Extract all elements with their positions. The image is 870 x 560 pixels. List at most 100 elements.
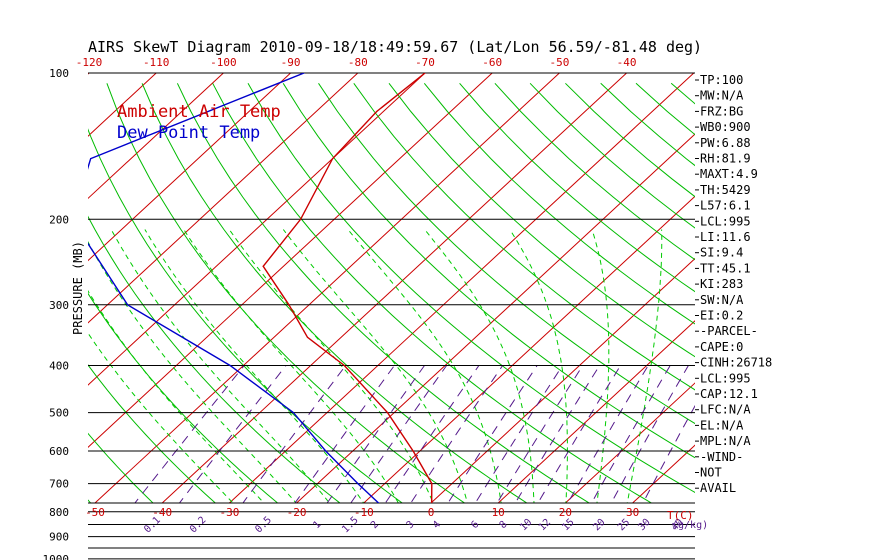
- dry-adiabat-line: [212, 83, 653, 503]
- stat-item: CAP:12.1: [700, 387, 758, 401]
- series-point: [262, 265, 264, 267]
- mixing-ratio-tick-label: 0.5: [253, 515, 274, 536]
- series-point: [90, 157, 92, 160]
- stat-item: SW:N/A: [700, 293, 744, 307]
- stat-item: KI:283: [700, 277, 743, 291]
- mixing-ratio-tick-label: 4: [431, 519, 443, 531]
- isotherm-line: [0, 73, 22, 503]
- mixing-ratio-line: [447, 365, 538, 503]
- moist-adiabat-line: [144, 229, 365, 503]
- isotherm-line: [88, 73, 359, 324]
- stat-item: L57:6.1: [700, 199, 751, 213]
- pressure-tick-label: 500: [49, 407, 69, 420]
- mixing-ratio-line: [496, 365, 584, 503]
- isotherm-line: [767, 73, 870, 503]
- stat-item: NOT: [700, 466, 722, 480]
- temp-tick-top-label: -110: [143, 56, 170, 69]
- temp-tick-bottom-label: -40: [152, 506, 172, 519]
- pressure-tick-label: 400: [49, 360, 69, 373]
- sounding-series: [88, 73, 433, 503]
- stat-item: MPL:N/A: [700, 434, 751, 448]
- stat-item: MW:N/A: [700, 89, 744, 103]
- stat-item: CAPE:0: [700, 340, 743, 354]
- temp-tick-top-label: -60: [482, 56, 502, 69]
- stat-item: AVAIL: [700, 481, 736, 495]
- moist-adiabat-line: [88, 332, 234, 503]
- series-point: [229, 364, 231, 367]
- stat-item: PW:6.88: [700, 136, 751, 150]
- moist-adiabat-line: [424, 229, 535, 503]
- dry-adiabat-line: [459, 82, 695, 293]
- mixing-ratio-tick-label: 30: [636, 517, 652, 533]
- dry-adiabat-line: [176, 83, 591, 503]
- mixing-ratio-tick-label: 6: [469, 519, 481, 531]
- dry-adiabat-line: [742, 83, 870, 560]
- stat-item: CINH:26718: [700, 356, 772, 370]
- series-point: [424, 73, 426, 74]
- pressure-tick-label: 900: [49, 531, 69, 544]
- pressure-tick-label: 600: [49, 445, 69, 458]
- pressure-tick-label: 200: [49, 213, 69, 226]
- mixing-ratio-line: [134, 365, 245, 503]
- y-axis-label: PRESSURE (MB): [71, 241, 85, 335]
- temp-tick-bottom-label: 0: [428, 506, 435, 519]
- pressure-tick-label: 800: [49, 506, 69, 519]
- stat-item: SI:9.4: [700, 246, 743, 260]
- temp-tick-top-label: -40: [617, 56, 637, 69]
- isotherm-line: [430, 257, 695, 503]
- dry-adiabat-line: [318, 83, 695, 425]
- mixing-ratio-line: [567, 365, 649, 503]
- temp-tick-top-label: -90: [281, 56, 301, 69]
- mixing-ratio-line: [242, 365, 347, 503]
- stat-item: -PARCEL-: [700, 324, 758, 338]
- series-point: [127, 304, 129, 306]
- mixing-ratio-line: [410, 365, 504, 503]
- dry-adiabat-line: [423, 82, 695, 325]
- stat-item: LCL:995: [700, 371, 751, 385]
- legend-ambient-air-temp: Ambient Air Temp: [117, 102, 281, 122]
- temp-tick-bottom-label: 20: [559, 506, 572, 519]
- mixing-ratio-line: [178, 365, 287, 503]
- stat-item: TH:5429: [700, 183, 751, 197]
- mixing-ratio-line: [610, 365, 689, 503]
- stat-item: WB0:900: [700, 120, 751, 134]
- dry-adiabat-line: [494, 82, 695, 261]
- isobar-lines: [88, 72, 695, 560]
- series-point: [376, 110, 378, 113]
- temp-tick-top-label: -100: [210, 56, 237, 69]
- mixing-ratio-tick-label: 20: [591, 517, 607, 533]
- mixing-ratio-line: [326, 365, 425, 503]
- temp-tick-bottom-label: -20: [287, 506, 307, 519]
- dry-adiabat-line: [88, 432, 154, 503]
- stat-item: -WIND-: [700, 450, 743, 464]
- pressure-tick-label: 700: [49, 478, 69, 491]
- temp-tick-top-label: -50: [549, 56, 569, 69]
- dry-adiabat-line: [88, 292, 279, 503]
- isotherm-line: [88, 73, 224, 200]
- mixing-ratio-tick-label: 8: [498, 519, 510, 531]
- mixing-ratio-line: [514, 365, 601, 503]
- mixing-ratio-tick-label: 25: [616, 517, 632, 533]
- mixing-ratio-tick-label: 0.2: [188, 515, 209, 536]
- mixing-ratio-tick-label: 12: [537, 517, 553, 533]
- mixing-ratio-tick-label: 1: [311, 519, 323, 531]
- series-point: [303, 73, 305, 74]
- isotherm-line: [88, 73, 291, 262]
- temp-tick-bottom-label: 10: [492, 506, 505, 519]
- series-point: [288, 304, 290, 306]
- dry-adiabat-line: [353, 83, 695, 391]
- mixing-ratio-line: [537, 365, 621, 503]
- moist-adiabat-line: [591, 229, 610, 503]
- series-point: [386, 411, 389, 414]
- mixing-ratio-tick-label: 15: [560, 517, 576, 533]
- dry-adiabat-line: [106, 83, 466, 503]
- isotherm-line: [229, 73, 695, 503]
- dry-adiabat-line: [388, 82, 695, 358]
- series-line: [262, 73, 433, 503]
- moist-adiabat-line: [626, 229, 663, 503]
- moist-adiabat-line: [88, 290, 265, 503]
- pressure-tick-label: 100: [49, 67, 69, 80]
- stat-item: FRZ:BG: [700, 104, 743, 118]
- isotherm-line: [296, 133, 695, 503]
- mixing-ratio-tick-label: 3: [405, 519, 417, 531]
